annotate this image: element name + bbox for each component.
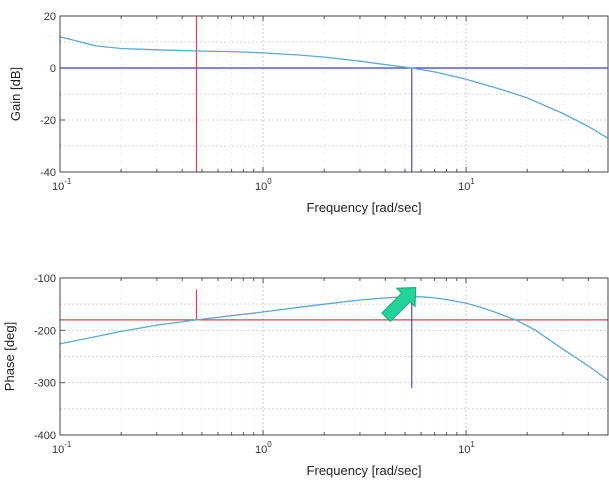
phase-x-tick-base: 10 — [458, 444, 470, 456]
gain-x-axis-label: Frequency [rad/sec] — [307, 200, 422, 215]
gain-response-curve — [59, 36, 609, 139]
phase-x-tick-label: 100 — [255, 440, 272, 456]
phase-x-axis-label: Frequency [rad/sec] — [307, 463, 422, 478]
gain-y-tick-label: -40 — [40, 167, 56, 179]
phase-y-tick-label: -300 — [34, 378, 56, 390]
gain-x-tick-label: 101 — [458, 177, 475, 193]
phase-y-axis-label: Phase [deg] — [2, 322, 17, 391]
phase-y-tick-label: -100 — [34, 273, 56, 285]
phase-x-tick-label: 101 — [458, 440, 475, 456]
gain-x-tick-label: 100 — [255, 177, 272, 193]
phase-x-tick-exponent: 1 — [470, 440, 475, 449]
gain-y-tick-label: 20 — [44, 11, 56, 23]
phase-x-tick-base: 10 — [52, 444, 64, 456]
gain-x-tick-base: 10 — [52, 181, 64, 193]
annotation-arrow-group — [381, 286, 417, 323]
gain-x-tick-exponent: 1 — [470, 177, 475, 186]
gain-y-tick-label: -20 — [40, 115, 56, 127]
phase-response-curve — [59, 296, 609, 381]
gain-x-tick-base: 10 — [458, 181, 470, 193]
gain-y-tick-label: 0 — [50, 63, 56, 75]
gain-x-tick-exponent: 0 — [267, 177, 272, 186]
phase-axes-frame — [59, 277, 609, 436]
phase-x-tick-exponent: 0 — [267, 440, 272, 449]
gain-x-tick-base: 10 — [255, 181, 267, 193]
gain-x-tick-exponent: -1 — [64, 177, 72, 186]
gain-axes-frame — [59, 15, 609, 173]
phase-y-tick-label: -400 — [34, 430, 56, 442]
phase-x-tick-exponent: -1 — [64, 440, 72, 449]
phase-y-tick-label: -200 — [34, 325, 56, 337]
gain-x-tick-label: 10-1 — [52, 177, 72, 193]
gain-y-axis-label: Gain [dB] — [8, 67, 23, 121]
phase-x-tick-base: 10 — [255, 444, 267, 456]
annotation-arrow-icon — [381, 286, 417, 323]
phase-x-tick-label: 10-1 — [52, 440, 72, 456]
